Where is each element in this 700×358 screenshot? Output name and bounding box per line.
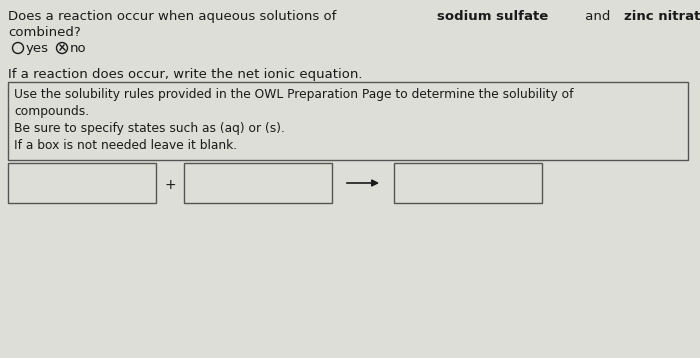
Text: Be sure to specify states such as (aq) or (s).: Be sure to specify states such as (aq) o…	[14, 122, 285, 135]
Text: If a reaction does occur, write the net ionic equation.: If a reaction does occur, write the net …	[8, 68, 363, 81]
FancyBboxPatch shape	[184, 163, 332, 203]
Text: and: and	[581, 10, 615, 23]
Text: +: +	[164, 178, 176, 192]
FancyBboxPatch shape	[8, 163, 156, 203]
FancyBboxPatch shape	[8, 82, 688, 160]
Text: Use the solubility rules provided in the OWL Preparation Page to determine the s: Use the solubility rules provided in the…	[14, 88, 573, 101]
Text: Does a reaction occur when aqueous solutions of: Does a reaction occur when aqueous solut…	[8, 10, 341, 23]
Text: If a box is not needed leave it blank.: If a box is not needed leave it blank.	[14, 139, 237, 152]
Text: no: no	[70, 42, 87, 55]
Text: zinc nitrate: zinc nitrate	[624, 10, 700, 23]
FancyBboxPatch shape	[394, 163, 542, 203]
Text: combined?: combined?	[8, 26, 81, 39]
Text: sodium sulfate: sodium sulfate	[438, 10, 548, 23]
Text: compounds.: compounds.	[14, 105, 89, 118]
Text: yes: yes	[26, 42, 49, 55]
